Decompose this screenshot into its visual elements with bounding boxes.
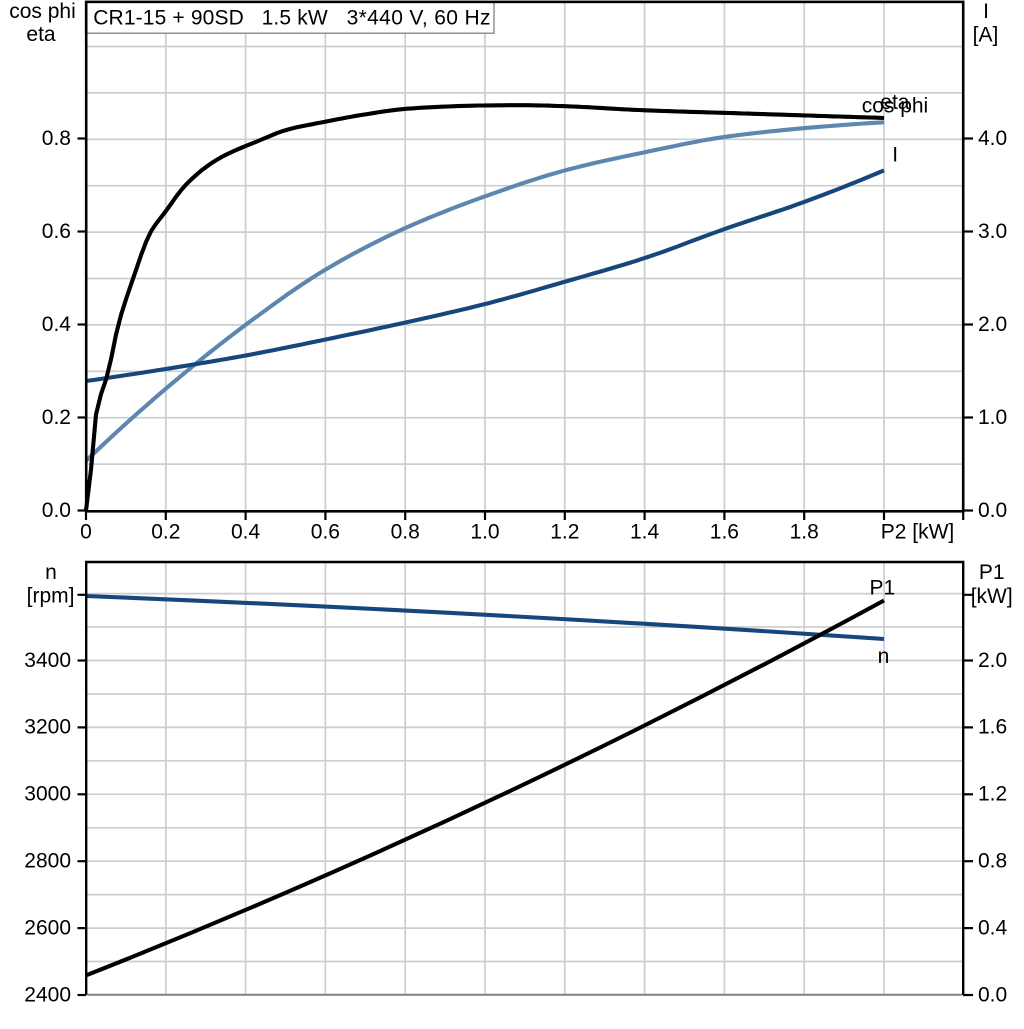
svg-text:1.6: 1.6 (978, 716, 1007, 739)
svg-text:0.0: 0.0 (978, 499, 1007, 522)
svg-text:CR1-15 + 90SD: CR1-15 + 90SD (93, 7, 244, 30)
svg-text:I: I (892, 144, 898, 167)
svg-text:2800: 2800 (24, 850, 71, 873)
svg-text:1.2: 1.2 (550, 520, 579, 543)
svg-text:eta: eta (26, 23, 56, 46)
svg-text:1.0: 1.0 (978, 406, 1007, 429)
svg-text:0.4: 0.4 (231, 520, 261, 543)
svg-text:0.6: 0.6 (311, 520, 340, 543)
svg-text:0.4: 0.4 (42, 313, 72, 336)
svg-text:1.2: 1.2 (978, 783, 1007, 806)
svg-text:2400: 2400 (24, 983, 71, 1006)
svg-text:1.8: 1.8 (790, 520, 819, 543)
svg-text:2.0: 2.0 (978, 313, 1007, 336)
svg-text:3400: 3400 (24, 649, 71, 672)
svg-text:0.0: 0.0 (42, 499, 71, 522)
svg-text:1.6: 1.6 (710, 520, 739, 543)
svg-text:0.6: 0.6 (42, 220, 71, 243)
svg-text:0.8: 0.8 (978, 850, 1007, 873)
svg-text:0.2: 0.2 (42, 406, 71, 429)
svg-text:n: n (878, 645, 890, 668)
svg-text:3000: 3000 (24, 783, 71, 806)
svg-text:1.4: 1.4 (630, 520, 660, 543)
svg-text:n: n (45, 561, 57, 584)
svg-text:[kW]: [kW] (971, 585, 1013, 608)
svg-text:0: 0 (80, 520, 92, 543)
svg-text:eta: eta (880, 91, 910, 114)
svg-text:3*440 V, 60 Hz: 3*440 V, 60 Hz (347, 7, 491, 30)
svg-text:1.5 kW: 1.5 kW (262, 7, 328, 30)
svg-text:0.8: 0.8 (42, 127, 71, 150)
svg-text:[rpm]: [rpm] (27, 585, 75, 608)
svg-text:4.0: 4.0 (978, 127, 1007, 150)
svg-text:P1: P1 (979, 561, 1005, 584)
svg-text:3.0: 3.0 (978, 220, 1007, 243)
svg-text:3200: 3200 (24, 716, 71, 739)
svg-text:0.4: 0.4 (978, 916, 1008, 939)
svg-text:P1: P1 (870, 576, 896, 599)
svg-text:0.2: 0.2 (151, 520, 180, 543)
svg-text:P2 [kW]: P2 [kW] (881, 520, 955, 543)
svg-text:cos phi: cos phi (9, 0, 76, 23)
svg-text:[A]: [A] (973, 23, 999, 46)
svg-text:2600: 2600 (24, 916, 71, 939)
svg-text:0.0: 0.0 (978, 983, 1007, 1006)
svg-text:2.0: 2.0 (978, 649, 1007, 672)
svg-text:I: I (983, 0, 989, 23)
svg-text:cos phi: cos phi (862, 94, 929, 117)
svg-text:1.0: 1.0 (470, 520, 499, 543)
svg-text:0.8: 0.8 (391, 520, 420, 543)
